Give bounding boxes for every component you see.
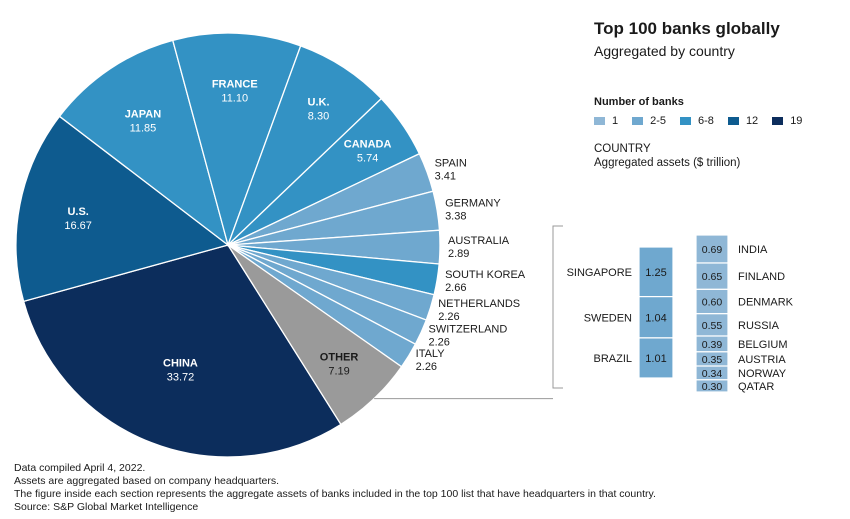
legend-swatch xyxy=(632,117,644,125)
legend-label: 12 xyxy=(745,115,759,127)
legend-title: Number of banks xyxy=(594,96,684,108)
breakdown-value-qatar: 0.30 xyxy=(702,381,723,393)
slice-value-australia: 2.89 xyxy=(448,248,469,260)
chart-subtitle: Aggregated by country xyxy=(594,43,735,59)
legend-item: 2-5 xyxy=(632,115,666,127)
breakdown-box-finland xyxy=(695,262,729,290)
breakdown-label-denmark: DENMARK xyxy=(738,297,794,309)
country-key-sublabel: Aggregated assets ($ trillion) xyxy=(594,157,741,169)
slice-value-spain: 3.41 xyxy=(435,170,456,182)
slice-label-other: OTHER xyxy=(320,352,359,364)
slice-value-japan: 11.85 xyxy=(130,122,157,134)
breakdown-value-norway: 0.34 xyxy=(702,368,723,380)
breakdown-value-finland: 0.65 xyxy=(702,271,723,283)
breakdown-label-qatar: QATAR xyxy=(738,381,774,393)
breakdown-label-brazil: BRAZIL xyxy=(593,353,632,365)
pie-slice-china xyxy=(22,244,342,458)
breakdown-box-singapore xyxy=(638,246,674,298)
slice-label-canada: CANADA xyxy=(344,139,392,151)
legend-label: 2-5 xyxy=(650,115,667,127)
legend-swatch xyxy=(772,117,784,125)
slice-value-u-s: 16.67 xyxy=(64,220,92,232)
slice-label-france: FRANCE xyxy=(212,78,258,90)
footnote: Assets are aggregated based on company h… xyxy=(14,475,280,487)
footnote: The figure inside each section represent… xyxy=(14,488,656,500)
slice-value-other: 7.19 xyxy=(328,366,349,378)
legend-label: 6-8 xyxy=(698,115,714,127)
breakdown-value-india: 0.69 xyxy=(702,244,723,256)
legend: 1 2-5 6-8 12 19 xyxy=(594,115,816,127)
breakdown-label-austria: AUSTRIA xyxy=(738,354,786,366)
breakdown-box-qatar xyxy=(695,379,729,393)
slice-label-south-korea: SOUTH KOREA xyxy=(445,269,526,281)
legend-item: 1 xyxy=(594,115,618,127)
legend-label: 1 xyxy=(612,115,619,127)
slice-label-u-s: U.S. xyxy=(67,206,88,218)
legend-item: 12 xyxy=(727,115,759,127)
other-bracket xyxy=(552,225,563,389)
slice-label-netherlands: NETHERLANDS xyxy=(438,298,520,310)
breakdown-value-russia: 0.55 xyxy=(702,320,723,332)
country-key-label: COUNTRY xyxy=(594,143,651,155)
slice-label-japan: JAPAN xyxy=(125,108,162,120)
slice-label-switzerland: SWITZERLAND xyxy=(428,324,507,336)
slice-value-italy: 2.26 xyxy=(416,361,437,373)
pie-slice-japan xyxy=(58,39,230,247)
breakdown-value-denmark: 0.60 xyxy=(702,297,723,309)
pie-slice-u-s xyxy=(15,115,230,303)
legend-swatch xyxy=(594,117,605,125)
breakdown-label-sweden: SWEDEN xyxy=(584,312,632,324)
breakdown-label-norway: NORWAY xyxy=(738,368,787,380)
footnotes: Data compiled April 4, 2022. Assets are … xyxy=(14,462,656,514)
slice-label-china: CHINA xyxy=(163,358,198,370)
legend-swatch xyxy=(727,117,739,125)
slice-value-south-korea: 2.66 xyxy=(445,282,466,294)
pie-slice-france xyxy=(171,32,302,248)
slice-value-u-k: 8.30 xyxy=(308,111,329,123)
slice-value-switzerland: 2.26 xyxy=(428,337,449,349)
slice-label-u-k: U.K. xyxy=(308,97,330,109)
breakdown-box-india xyxy=(695,234,729,264)
source-note: Source: S&P Global Market Intelligence xyxy=(14,501,199,513)
slice-value-netherlands: 2.26 xyxy=(438,311,459,323)
legend-item: 19 xyxy=(772,115,802,127)
slice-label-spain: SPAIN xyxy=(435,157,467,169)
breakdown-value-austria: 0.35 xyxy=(702,354,723,366)
breakdown-value-belgium: 0.39 xyxy=(702,339,723,351)
footnote: Data compiled April 4, 2022. xyxy=(14,462,146,474)
breakdown-value-singapore: 1.25 xyxy=(645,267,666,279)
breakdown-value-sweden: 1.04 xyxy=(645,312,666,324)
slice-label-australia: AUSTRALIA xyxy=(448,235,510,247)
slice-label-germany: GERMANY xyxy=(445,197,501,209)
breakdown-label-india: INDIA xyxy=(738,244,768,256)
slice-value-china: 33.72 xyxy=(167,372,195,384)
pie-slice-other xyxy=(227,244,403,426)
legend-label: 19 xyxy=(790,115,803,127)
slice-label-italy: ITALY xyxy=(416,348,446,360)
breakdown-label-russia: RUSSIA xyxy=(738,320,780,332)
legend-swatch xyxy=(680,117,692,125)
pie-slice-u-k xyxy=(227,45,383,246)
chart-title: Top 100 banks globally xyxy=(594,19,780,38)
slice-value-germany: 3.38 xyxy=(445,210,466,222)
breakdown-label-belgium: BELGIUM xyxy=(738,339,788,351)
legend-item: 6-8 xyxy=(680,115,714,127)
slice-value-france: 11.10 xyxy=(221,92,248,104)
breakdown-label-finland: FINLAND xyxy=(738,271,785,283)
slice-value-canada: 5.74 xyxy=(357,153,378,165)
breakdown-box-brazil xyxy=(638,337,674,379)
breakdown-value-brazil: 1.01 xyxy=(645,353,666,365)
breakdown-label-singapore: SINGAPORE xyxy=(567,267,632,279)
